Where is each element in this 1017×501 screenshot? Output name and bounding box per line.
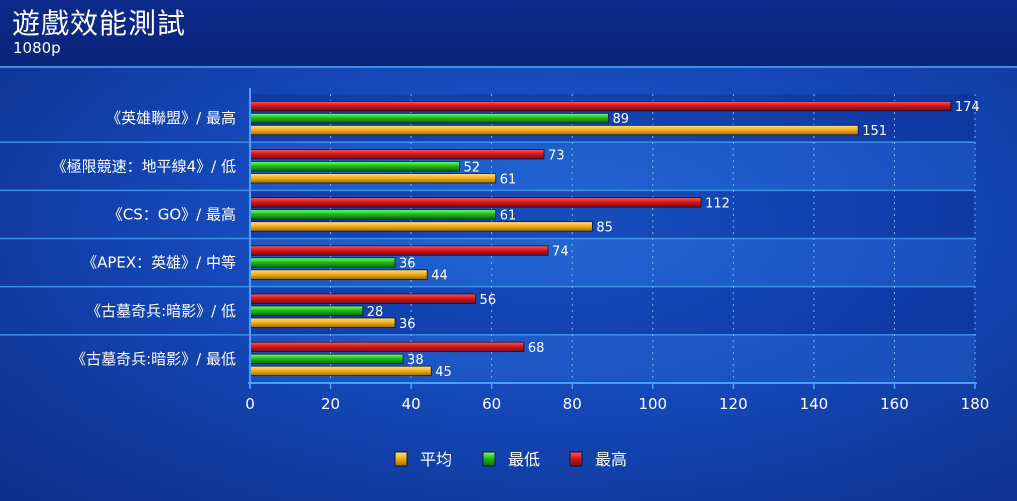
bar-min xyxy=(249,112,609,124)
legend-label-avg: 平均 xyxy=(420,450,452,469)
category-bands xyxy=(0,94,975,383)
labels: 174 89 151 《英雄聯盟》/ 最高 73 52 61 《極限競速：地平線4》/ 低 11… xyxy=(52,100,990,413)
chart-header: 遊戲效能測試 1080p xyxy=(0,0,1017,68)
x-tick-label: 40 xyxy=(402,395,421,413)
data-label: 38 xyxy=(407,353,424,368)
chart-title: 遊戲效能測試 xyxy=(12,7,187,40)
bar-max xyxy=(249,245,549,256)
data-label: 36 xyxy=(399,317,416,332)
legend-label-min: 最低 xyxy=(508,450,540,469)
data-label: 28 xyxy=(367,305,384,320)
legend-swatch-avg xyxy=(394,451,408,467)
x-tick-label: 60 xyxy=(482,395,501,413)
bar-min xyxy=(249,209,497,220)
category-label: 《極限競速：地平線4》/ 低 xyxy=(52,157,236,175)
bar-avg xyxy=(249,221,593,232)
data-label: 89 xyxy=(612,112,629,127)
bar-avg xyxy=(249,365,432,377)
category-label: 《古墓奇兵:暗影》/ 低 xyxy=(86,302,236,320)
data-label: 68 xyxy=(528,341,545,356)
data-label: 85 xyxy=(596,220,613,235)
data-label: 61 xyxy=(500,172,517,187)
x-tick-label: 0 xyxy=(245,395,255,413)
legend-label-max: 最高 xyxy=(595,450,627,469)
data-label: 74 xyxy=(552,245,569,260)
data-label: 45 xyxy=(435,365,452,380)
bars xyxy=(249,100,952,377)
data-label: 151 xyxy=(862,124,887,139)
bar-min xyxy=(249,305,364,316)
data-label: 73 xyxy=(548,148,565,163)
legend: 平均 最低 最高 xyxy=(394,450,627,469)
x-tick-label: 20 xyxy=(321,395,340,413)
data-label: 174 xyxy=(955,100,980,115)
bar-max xyxy=(249,341,525,353)
data-label: 52 xyxy=(463,160,480,175)
category-label: 《英雄聯盟》/ 最高 xyxy=(106,109,236,127)
x-tick-label: 140 xyxy=(800,395,829,413)
bar-max xyxy=(249,293,476,304)
data-label: 112 xyxy=(705,196,730,211)
x-tick-label: 160 xyxy=(880,395,909,413)
category-label: 《APEX：英雄》/ 中等 xyxy=(82,254,236,272)
bar-max xyxy=(249,149,545,160)
x-tick-label: 100 xyxy=(638,395,667,413)
legend-swatch-min xyxy=(482,451,496,467)
data-label: 36 xyxy=(399,257,416,272)
bar-min xyxy=(249,353,404,365)
x-tick-label: 180 xyxy=(961,395,990,413)
legend-swatch-max xyxy=(569,451,583,467)
data-label: 61 xyxy=(500,208,517,223)
category-label: 《CS：GO》/ 最高 xyxy=(108,205,236,223)
bar-max xyxy=(249,197,702,208)
bar-max xyxy=(249,100,952,112)
data-label: 44 xyxy=(431,269,448,284)
bar-min xyxy=(249,161,460,172)
x-tick-label: 80 xyxy=(563,395,582,413)
x-tick-label: 120 xyxy=(719,395,748,413)
bar-avg xyxy=(249,173,497,184)
bar-min xyxy=(249,257,396,268)
category-label: 《古墓奇兵:暗影》/ 最低 xyxy=(71,350,236,368)
grid-lines xyxy=(330,94,976,383)
bar-avg xyxy=(249,124,859,136)
axes xyxy=(248,88,977,389)
chart-subtitle: 1080p xyxy=(13,39,61,57)
data-label: 56 xyxy=(480,293,497,308)
